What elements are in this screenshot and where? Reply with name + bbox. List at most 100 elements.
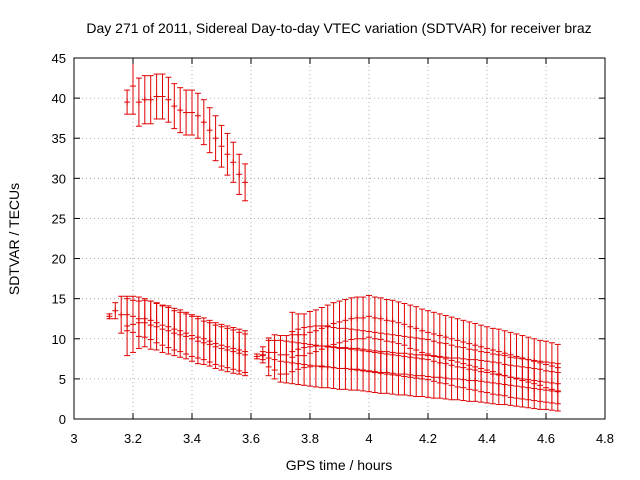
data-point [377,297,384,341]
data-point [242,163,249,202]
series-high-group [124,57,249,202]
data-point [265,339,272,377]
data-point [224,132,231,176]
data-point [189,89,195,136]
data-point [383,351,390,394]
series-right-group-lower [253,339,561,412]
data-point [183,311,190,355]
data-point [236,153,243,195]
data-point [513,365,520,407]
data-point [425,355,431,398]
data-point [543,370,549,410]
x-tick-label: 3.6 [242,431,260,446]
data-point [277,339,284,383]
data-point [312,344,319,388]
data-point [194,315,201,359]
data-point [537,368,544,410]
chart-title: Day 271 of 2011, Sidereal Day-to-day VTE… [86,20,591,36]
data-point [153,73,160,120]
data-point [436,355,443,399]
data-point [442,315,449,360]
y-tick-label: 10 [52,332,66,347]
data-point [194,92,201,139]
y-axis-title: SDTVAR / TECUs [6,183,22,295]
y-tick-label: 0 [59,412,66,427]
y-tick-label: 30 [52,171,66,186]
data-point [389,351,396,395]
data-point [253,353,260,360]
data-point [147,300,154,341]
data-point [259,351,266,361]
x-tick-label: 3 [70,431,77,446]
data-point [159,73,166,120]
data-point [153,302,160,344]
series-mid-group-b [124,298,249,373]
y-tick-label: 15 [52,292,66,307]
data-point [212,322,219,365]
data-point [301,343,308,386]
data-point [501,363,508,406]
data-point [489,361,496,405]
data-point [366,349,372,393]
data-point [484,360,490,404]
data-point [242,330,249,373]
data-point [135,300,142,337]
y-tick-label: 25 [52,211,66,226]
data-point [454,357,461,401]
y-tick-label: 5 [59,372,66,387]
data-point [466,359,473,402]
x-tick-label: 3.8 [301,431,319,446]
y-tick-label: 40 [52,91,66,106]
x-tick-label: 4.6 [537,431,555,446]
data-point [401,352,408,396]
x-tick-label: 4.8 [596,431,614,446]
data-point [348,347,355,391]
data-point [218,124,225,168]
x-tick-label: 3.4 [183,431,201,446]
data-point [430,355,437,399]
data-point [354,347,361,391]
data-point [507,364,514,406]
data-point [371,296,378,340]
data-point [442,356,449,400]
data-point [495,362,502,406]
data-point [472,359,479,402]
y-tick-label: 45 [52,51,66,66]
data-layer [106,57,561,412]
data-point [366,294,372,338]
data-point [141,75,148,125]
data-point [407,353,414,397]
data-point [183,89,190,136]
data-point [147,75,154,125]
data-point [206,107,213,154]
x-tick-label: 4.2 [419,431,437,446]
data-point [318,345,325,389]
data-point [330,346,337,390]
data-point [130,299,136,333]
data-point [106,313,113,320]
data-point [218,323,225,367]
plot-frame [73,57,606,420]
data-point [135,77,142,127]
data-point [377,351,384,394]
data-point [212,115,219,162]
x-tick-label: 4.4 [478,431,496,446]
data-point [448,357,455,401]
data-point [395,352,402,396]
data-point [413,354,420,398]
data-point [336,347,343,390]
x-tick-label: 3.2 [124,431,142,446]
data-point [525,367,532,409]
data-point [360,348,367,392]
data-point [478,359,485,403]
x-axis-title: GPS time / hours [286,457,393,473]
data-point [124,298,131,332]
data-point [171,307,178,351]
data-point [342,347,349,390]
data-point [236,328,243,372]
data-point [283,340,290,384]
data-point [124,89,131,115]
data-point [419,354,426,398]
data-point [177,87,184,134]
